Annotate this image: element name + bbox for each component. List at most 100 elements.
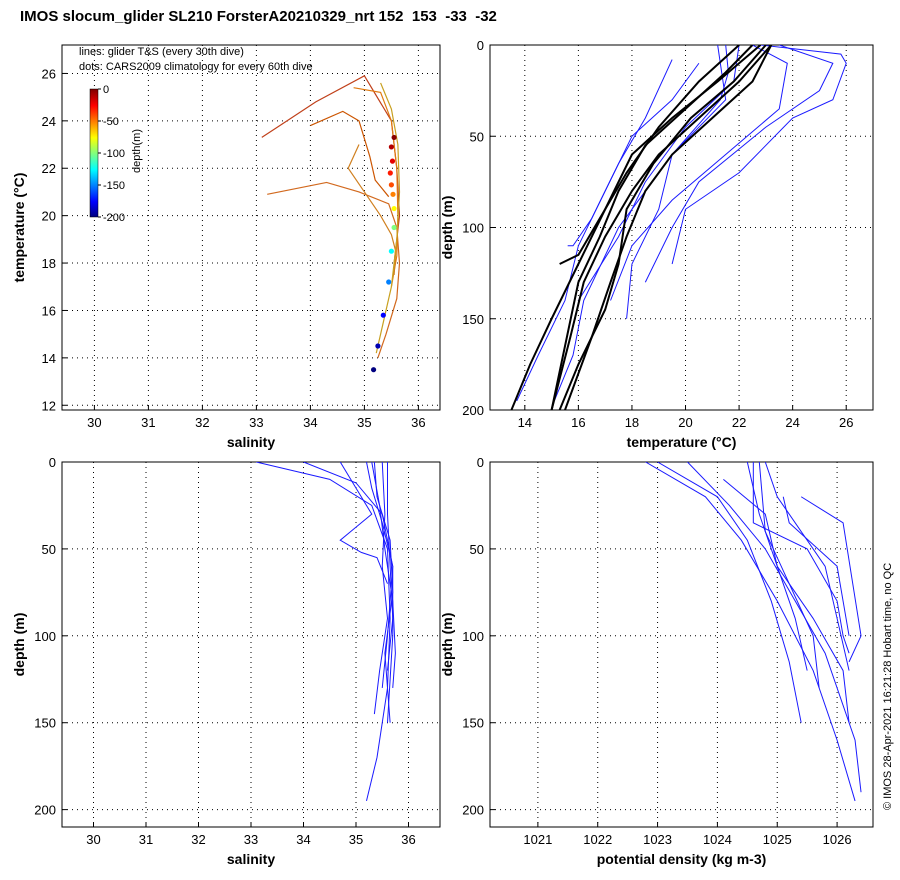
y-axis-label: depth (m) [11,613,27,677]
dens_depth-line-4 [752,462,850,654]
y-axis-label: depth (m) [439,613,455,677]
x-tick-label: 34 [303,415,317,430]
ts-line-4 [353,87,399,287]
dens_depth-line-5 [764,462,850,671]
x-tick-label: 34 [296,832,310,847]
x-tick-label: 1024 [703,832,732,847]
y-tick-label: 100 [462,221,484,236]
climatology-dot [391,205,397,212]
x-tick-label: 18 [625,415,639,430]
climatology-dot [386,279,392,285]
y-tick-label: 18 [42,256,56,271]
temp_depth-line-7 [567,59,673,247]
y-tick-label: 14 [42,351,56,366]
x-tick-label: 14 [518,415,532,430]
x-tick-label: 36 [401,832,415,847]
x-tick-label: 1021 [523,832,552,847]
y-tick-label: 22 [42,161,56,176]
climatology-dot [390,191,396,197]
y-tick-label: 0 [49,455,56,470]
sal_depth-line-4 [366,462,394,723]
dens_depth-line-8 [758,462,820,689]
x-tick-label: 31 [141,415,155,430]
x-tick-label: 22 [732,415,746,430]
x-tick-label: 30 [86,832,100,847]
y-tick-label: 200 [462,403,484,418]
sal_depth-line-6 [371,462,396,688]
x-tick-label: 32 [195,415,209,430]
plot-area [261,75,401,373]
dens_depth-line-9 [782,496,850,636]
sal_depth-line-3 [339,462,388,584]
temp_depth-mean-line-5 [559,45,740,265]
climatology-dot [388,248,394,254]
y-tick-label: 150 [462,312,484,327]
x-tick-label: 20 [678,415,692,430]
x-axis-label: temperature (°C) [627,434,737,450]
y-tick-label: 50 [470,129,484,144]
x-tick-label: 1023 [643,832,672,847]
climatology-dot [370,367,377,373]
sal_depth-line-7 [373,462,389,715]
climatology-dot [391,224,397,231]
panel-sal_depth: 30 31 32 33 34 35 36 0 50 100 150 200 salinity depth … [11,455,441,867]
y-tick-label: 50 [42,542,56,557]
temp_depth-line-8 [610,45,788,301]
colorbar-tick-label: 0 [103,84,109,96]
y-tick-label: 0 [477,38,484,53]
x-tick-label: 33 [249,415,263,430]
y-tick-label: 0 [477,455,484,470]
plot-area [645,462,862,802]
sal_depth-line-8 [387,462,394,671]
colorbar-tick-label: -100 [103,148,125,160]
x-tick-label: 35 [349,832,363,847]
dens_depth-line-7 [746,462,808,671]
figure-title: IMOS slocum_glider SL210 ForsterA2021032… [20,8,497,25]
colorbar-tick-label: -50 [103,116,119,128]
climatology-dot [387,170,393,176]
ts-line-2 [267,181,401,359]
x-axis-label: salinity [227,434,275,450]
colorbar-tick-label: -200 [103,212,125,224]
y-tick-label: 26 [42,66,56,81]
temp_depth-mean-line-1 [550,45,772,410]
y-tick-label: 12 [42,398,56,413]
panel-temp_depth: 14 16 18 20 22 24 26 0 50 100 150 200 temperature (°… [439,38,874,450]
plot-area [510,45,847,410]
dens_depth-line-6 [657,462,802,723]
x-tick-label: 1022 [583,832,612,847]
colorbar-tick-label: -150 [103,180,125,192]
climatology-dot [389,158,396,164]
y-tick-label: 20 [42,209,56,224]
x-axis-label: salinity [227,851,275,867]
x-tick-label: 35 [357,415,371,430]
climatology-dot [380,312,386,318]
x-axis-label: potential density (kg m-3) [597,851,767,867]
climatology-dot [375,343,381,349]
y-tick-label: 150 [34,716,56,731]
temp_depth-mean-line-3 [558,45,767,410]
climatology-dot [391,134,397,141]
dens_depth-line-10 [800,496,862,663]
y-tick-label: 200 [462,803,484,818]
colorbar [89,88,99,218]
x-tick-label: 1026 [823,832,852,847]
y-tick-label: 50 [470,542,484,557]
colorbar-label: depth(m) [131,129,143,173]
y-tick-label: 200 [34,803,56,818]
sal_depth-line-2 [303,462,394,689]
x-tick-label: 1025 [763,832,792,847]
x-tick-label: 33 [244,832,258,847]
temp_depth-mean-line-6 [564,45,773,410]
ts-line-3 [310,110,390,198]
panel-dens_depth: 1021 1022 1023 1024 1025 1026 0 50 100 150 200 pote… [439,455,874,867]
panel-ts: 30 31 32 33 34 35 36 12 14 16 18 20 22 24 26 salinity te… [11,44,441,450]
dens_depth-line-2 [687,462,862,793]
legend-lines: lines: glider T&S (every 30th dive) [79,46,244,58]
y-axis-label: depth (m) [439,196,455,260]
y-tick-label: 100 [462,629,484,644]
plot-area [256,462,396,802]
y-axis-label: temperature (°C) [11,173,27,283]
temp_depth-line-3 [671,45,847,265]
